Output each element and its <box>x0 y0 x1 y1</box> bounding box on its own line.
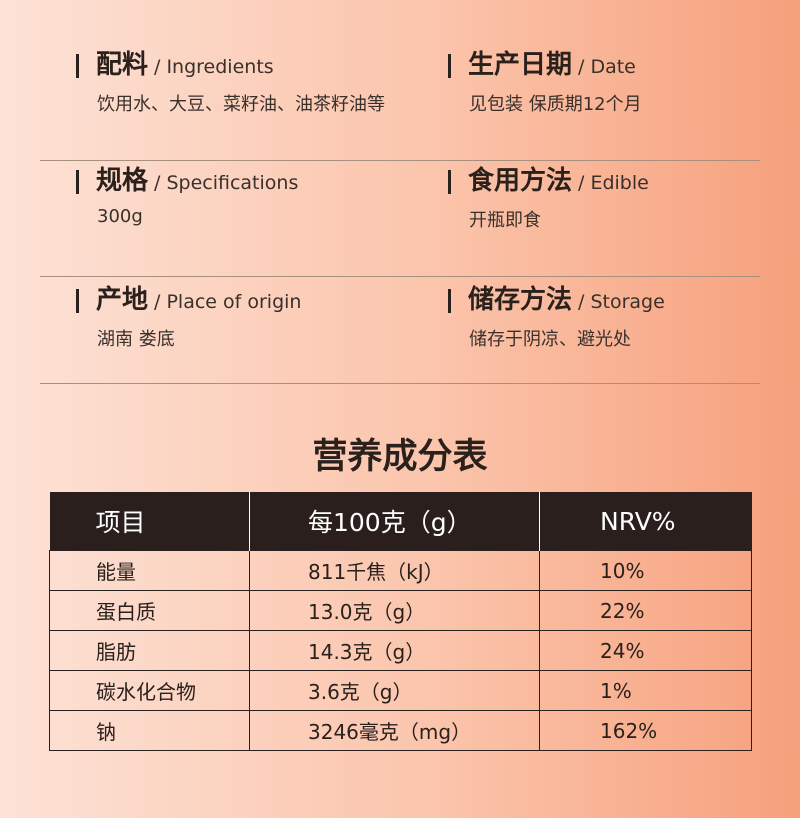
table-row: 能量 811千焦（kJ） 10% <box>49 550 752 591</box>
cell-nrv: 24% <box>539 630 752 671</box>
accent-bar <box>76 54 79 78</box>
cell-amount: 14.3克（g） <box>249 630 540 671</box>
accent-bar <box>448 289 451 313</box>
info-title: 规格 / Specifications <box>96 160 298 197</box>
info-row-1: 配料 / Ingredients 饮用水、大豆、菜籽油、油茶籽油等 生产日期 / D… <box>40 44 760 161</box>
info-value: 储存于阴凉、避光处 <box>469 329 631 350</box>
info-value: 开瓶即食 <box>469 210 541 231</box>
accent-bar <box>448 170 451 194</box>
accent-bar <box>76 170 79 194</box>
cell-nrv: 162% <box>539 710 752 751</box>
cell-item: 蛋白质 <box>49 590 250 631</box>
info-value: 饮用水、大豆、菜籽油、油茶籽油等 <box>97 94 385 115</box>
header-item: 项目 <box>49 492 250 551</box>
info-title-en: / Ingredients <box>154 56 274 78</box>
info-title-en: / Storage <box>578 291 665 313</box>
nutrition-table: 项目 每100克（g） NRV% 能量 811千焦（kJ） 10% 蛋白质 13… <box>49 492 752 751</box>
cell-amount: 3246毫克（mg） <box>249 710 540 751</box>
cell-amount: 13.0克（g） <box>249 590 540 631</box>
cell-item: 钠 <box>49 710 250 751</box>
cell-nrv: 1% <box>539 670 752 711</box>
cell-amount: 811千焦（kJ） <box>249 550 540 591</box>
info-row-3: 产地 / Place of origin 湖南 娄底 储存方法 / Storage … <box>40 279 760 384</box>
info-title-cn: 储存方法 <box>468 285 573 315</box>
table-row: 脂肪 14.3克（g） 24% <box>49 630 752 671</box>
info-title: 产地 / Place of origin <box>96 279 301 316</box>
info-title-en: / Edible <box>578 172 649 194</box>
info-title: 储存方法 / Storage <box>468 279 665 316</box>
info-title-en: / Date <box>578 56 636 78</box>
info-title-cn: 配料 <box>96 50 149 80</box>
cell-item: 能量 <box>49 550 250 591</box>
info-title-en: / Specifications <box>154 172 299 194</box>
cell-nrv: 10% <box>539 550 752 591</box>
header-nrv: NRV% <box>539 492 752 551</box>
nutrition-table-title: 营养成分表 <box>312 437 488 477</box>
info-title-en: / Place of origin <box>154 291 302 313</box>
info-title-cn: 规格 <box>96 166 149 196</box>
info-title-cn: 食用方法 <box>468 166 573 196</box>
table-header-row: 项目 每100克（g） NRV% <box>49 492 752 551</box>
accent-bar <box>448 54 451 78</box>
info-value: 湖南 娄底 <box>97 329 175 350</box>
cell-nrv: 22% <box>539 590 752 631</box>
table-row: 蛋白质 13.0克（g） 22% <box>49 590 752 631</box>
table-row: 碳水化合物 3.6克（g） 1% <box>49 670 752 711</box>
header-per-100g: 每100克（g） <box>249 492 540 551</box>
accent-bar <box>76 289 79 313</box>
cell-item: 碳水化合物 <box>49 670 250 711</box>
info-title-cn: 产地 <box>96 285 149 315</box>
info-title-cn: 生产日期 <box>468 50 573 80</box>
info-title: 生产日期 / Date <box>468 44 636 81</box>
cell-item: 脂肪 <box>49 630 250 671</box>
info-title: 配料 / Ingredients <box>96 44 274 81</box>
info-value: 300g <box>97 206 143 227</box>
cell-amount: 3.6克（g） <box>249 670 540 711</box>
info-title: 食用方法 / Edible <box>468 160 649 197</box>
info-value: 见包装 保质期12个月 <box>469 94 642 115</box>
table-row: 钠 3246毫克（mg） 162% <box>49 710 752 751</box>
info-row-2: 规格 / Specifications 300g 食用方法 / Edible 开瓶即… <box>40 160 760 277</box>
